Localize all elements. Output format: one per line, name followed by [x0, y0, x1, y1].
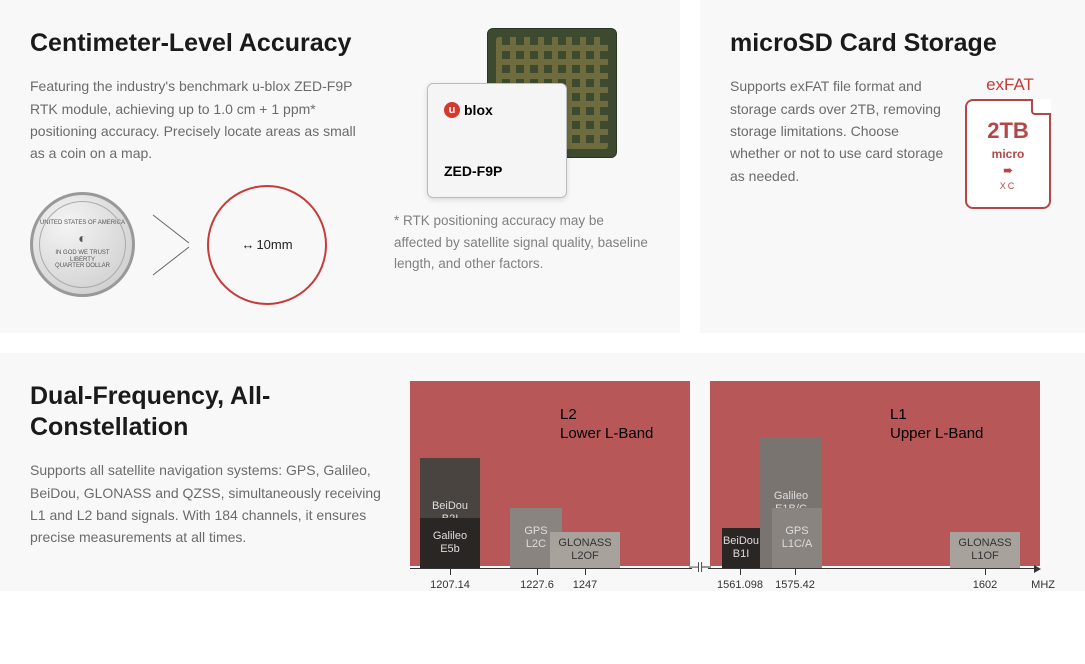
accuracy-footnote: * RTK positioning accuracy may be affect…	[394, 210, 650, 275]
tick-label: 1602	[973, 579, 997, 591]
chip-illustration: ublox ZED-F9P	[427, 28, 617, 198]
freq-block: BeiDouB1I	[722, 528, 760, 568]
coin-icon: UNITED STATES OF AMERICA ◐ IN GOD WE TRU…	[30, 192, 135, 297]
tick-label: 1207.14	[430, 579, 470, 591]
frequency-chart: MHZ L2Lower L-BandL1Upper L-BandBeiDouB2…	[410, 381, 1055, 591]
storage-title: microSD Card Storage	[730, 28, 1055, 59]
sd-xc-label: XC	[1000, 181, 1017, 191]
freq-block: GPSL1C/A	[772, 508, 822, 568]
tick-label: 1561.098	[717, 579, 763, 591]
freq-block: GLONASSL2OF	[550, 532, 620, 568]
storage-card: microSD Card Storage Supports exFAT file…	[700, 0, 1085, 333]
freq-block: GLONASSL1OF	[950, 532, 1020, 568]
l2-band-label: L2Lower L-Band	[560, 406, 653, 444]
scale-circle: 10mm	[207, 185, 327, 305]
frequency-card: Dual-Frequency, All-Constellation Suppor…	[0, 353, 1085, 591]
connector-lines	[151, 205, 191, 285]
scale-label: 10mm	[241, 237, 292, 252]
exfat-label: exFAT	[965, 75, 1055, 95]
tick-label: 1227.6	[520, 579, 554, 591]
axis-break: ⊣⊢	[692, 557, 708, 579]
freq-block: GalileoE5b	[420, 518, 480, 568]
chip-front-icon: ublox ZED-F9P	[427, 83, 567, 198]
accuracy-title: Centimeter-Level Accuracy	[30, 28, 370, 59]
coin-diagram: UNITED STATES OF AMERICA ◐ IN GOD WE TRU…	[30, 185, 370, 305]
tick-label: 1575.42	[775, 579, 815, 591]
accuracy-card: Centimeter-Level Accuracy Featuring the …	[0, 0, 680, 333]
tick-label: 1247	[573, 579, 597, 591]
sd-size: 2TB	[987, 118, 1029, 144]
sd-card-icon: exFAT 2TB micro ➠ XC	[965, 75, 1055, 209]
chip-model: ZED-F9P	[444, 163, 550, 179]
frequency-title: Dual-Frequency, All-Constellation	[30, 381, 390, 444]
frequency-body: Supports all satellite navigation system…	[30, 459, 390, 549]
mhz-label: MHZ	[1031, 579, 1055, 591]
ublox-logo: ublox	[444, 102, 550, 118]
l1-band-label: L1Upper L-Band	[890, 406, 983, 444]
sd-micro-label: micro	[992, 148, 1025, 160]
freq-axis	[410, 568, 1035, 569]
storage-body: Supports exFAT file format and storage c…	[730, 75, 947, 187]
accuracy-body: Featuring the industry's benchmark u-blo…	[30, 75, 370, 165]
